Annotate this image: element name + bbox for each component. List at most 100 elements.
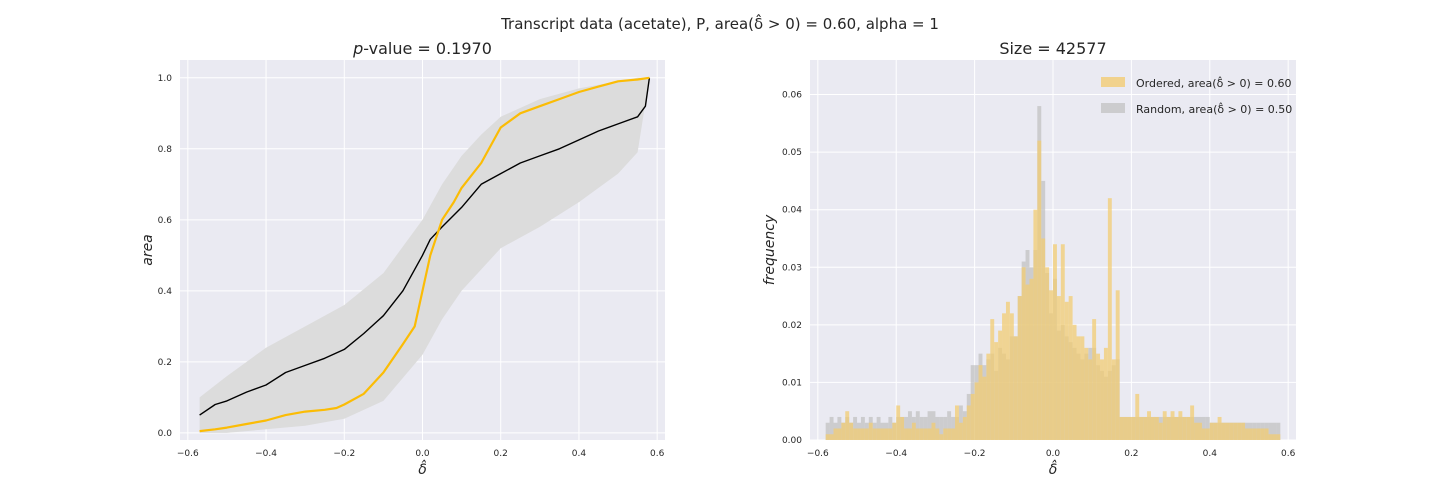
ordered-bar — [1150, 416, 1155, 440]
y-tick-label: 0.05 — [782, 148, 802, 158]
y-tick-label: 0.02 — [782, 321, 802, 331]
random-envelope-band — [199, 77, 650, 433]
ordered-bar — [825, 434, 830, 440]
ordered-bar — [1205, 428, 1210, 440]
random-mean-line — [199, 77, 651, 416]
ordered-bar — [872, 428, 877, 440]
x-tick-label: 0.4 — [572, 449, 587, 459]
legend-label-random: Random, area(δ̂ > 0) = 0.50 — [1136, 102, 1292, 116]
ordered-bar — [911, 422, 916, 440]
ordered-bar — [1225, 422, 1230, 440]
random-bar — [1276, 422, 1281, 440]
ordered-bar — [986, 353, 991, 440]
ordered-bar — [892, 422, 897, 440]
ordered-bar — [1080, 336, 1085, 440]
ordered-bar — [1076, 336, 1081, 440]
ordered-bar — [1209, 422, 1214, 440]
ordered-bar — [955, 405, 959, 440]
ordered-bar — [1194, 422, 1199, 440]
ordered-bar — [1049, 290, 1053, 440]
ordered-bar — [970, 393, 975, 440]
ordered-bar — [845, 411, 850, 440]
ordered-bar — [1256, 428, 1261, 440]
ordered-bar — [974, 382, 979, 440]
random-bar — [927, 411, 932, 440]
x-tick-label: 0.6 — [1281, 449, 1296, 459]
ordered-bar — [1088, 359, 1093, 440]
y-tick-labels: 0.0 0.2 0.4 0.6 0.8 1.0 — [158, 74, 173, 439]
ordered-bar — [931, 422, 936, 440]
ordered-bar — [1123, 416, 1128, 440]
ordered-bar — [1170, 411, 1175, 440]
y-tick-label: 0.00 — [782, 436, 802, 446]
x-axis-label: δ̂ — [1049, 459, 1058, 478]
x-tick-label: 0.0 — [415, 449, 430, 459]
y-tick-label: 0.4 — [158, 287, 173, 297]
ordered-bar — [1237, 422, 1242, 440]
y-tick-label: 1.0 — [158, 74, 173, 84]
random-bar — [825, 422, 830, 440]
ordered-bar — [1190, 405, 1195, 440]
legend-label-ordered: Ordered, area(δ̂ > 0) = 0.60 — [1136, 76, 1292, 90]
ordered-bar — [1241, 422, 1246, 440]
panel-title-prefix: p — [352, 39, 363, 58]
ordered-bar — [982, 376, 987, 440]
panel-title: p-value = 0.1970 — [352, 39, 492, 58]
x-tick-label: 0.0 — [1046, 449, 1061, 459]
ordered-bar — [962, 416, 967, 440]
ordered-bar — [1037, 140, 1042, 441]
ordered-bar — [1111, 359, 1116, 440]
x-tick-label: −0.2 — [333, 449, 355, 459]
x-tick-label: −0.4 — [255, 449, 277, 459]
ordered-bar — [1221, 422, 1226, 440]
random-bar — [907, 411, 912, 440]
ordered-bar — [990, 319, 995, 440]
ordered-bar — [1272, 434, 1277, 440]
legend-swatch-ordered — [1101, 77, 1125, 87]
ordered-bar — [860, 428, 865, 440]
ordered-bar — [1068, 296, 1073, 440]
ordered-bar — [1260, 428, 1265, 440]
x-tick-label: 0.6 — [650, 449, 665, 459]
legend-swatch-random — [1101, 103, 1125, 113]
random-envelope — [199, 77, 650, 433]
random-bar — [915, 411, 920, 440]
ordered-bar — [1248, 428, 1253, 440]
ordered-bar — [1084, 347, 1089, 440]
ordered-bar — [1154, 416, 1159, 440]
ordered-bar — [829, 434, 834, 440]
ordered-bar — [1005, 301, 1010, 440]
histogram-panel: −0.6 −0.4 −0.2 0.0 0.2 0.4 0.6 0.000.010.020.0… — [762, 39, 1296, 478]
series-lines — [199, 76, 651, 433]
x-tick-label: −0.6 — [177, 449, 199, 459]
ordered-bar — [1013, 336, 1018, 440]
ordered-bar — [1268, 434, 1273, 440]
ordered-bar — [1002, 313, 1006, 440]
ordered-bar — [1174, 416, 1179, 440]
ordered-bar — [1033, 209, 1038, 440]
ordered-bar — [1158, 422, 1163, 440]
ordered-bar — [947, 428, 952, 440]
ordered-bar — [880, 428, 885, 440]
ordered-bar — [1186, 416, 1191, 440]
y-tick-labels: 0.00 0.01 0.02 0.03 0.04 0.05 0.06 — [782, 91, 802, 446]
y-axis-label: area — [140, 234, 156, 266]
ordered-bar — [966, 405, 971, 440]
ordered-bar — [1252, 428, 1257, 440]
ordered-bar — [998, 330, 1003, 440]
ordered-bar — [1092, 319, 1097, 440]
ordered-bar — [943, 428, 948, 440]
ordered-bar — [915, 428, 920, 440]
ordered-bar — [1264, 428, 1269, 440]
ordered-bar — [841, 422, 846, 440]
y-tick-label: 0.04 — [782, 206, 802, 216]
ordered-bar — [927, 428, 932, 440]
y-tick-label: 0.6 — [158, 216, 173, 226]
ordered-bar — [978, 365, 983, 440]
x-tick-label: 0.2 — [1124, 449, 1138, 459]
ordered-bar — [1135, 393, 1140, 440]
ordered-bar — [868, 422, 873, 440]
y-tick-label: 0.03 — [782, 263, 802, 273]
panel-title: Size = 42577 — [999, 39, 1106, 58]
x-tick-label: −0.2 — [964, 449, 986, 459]
